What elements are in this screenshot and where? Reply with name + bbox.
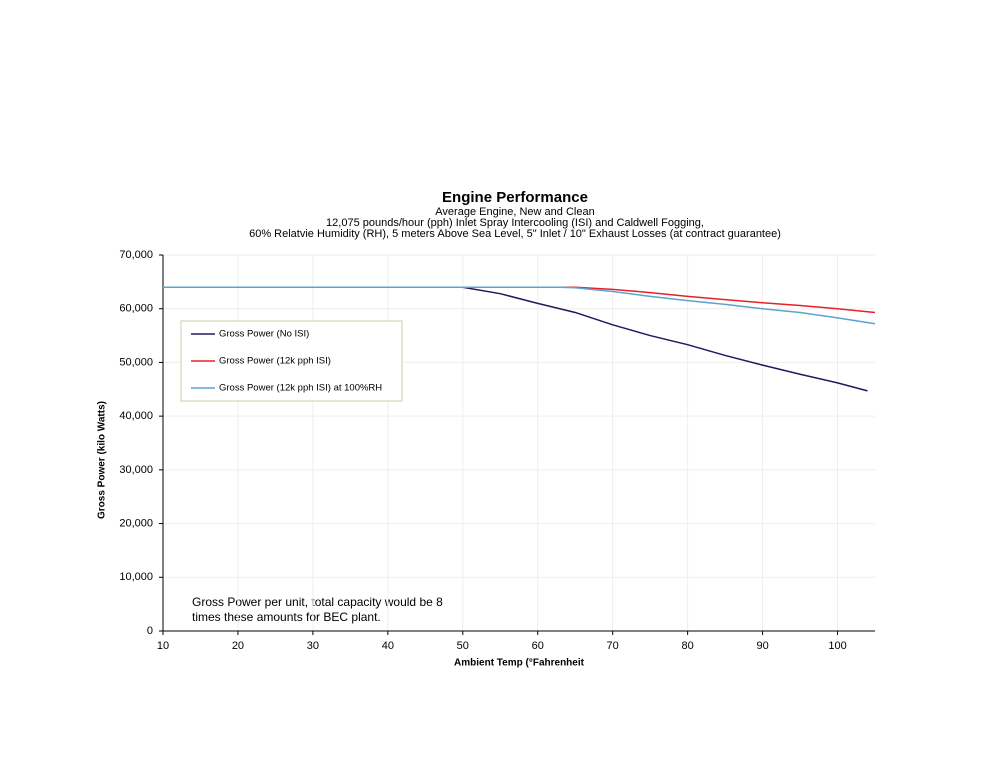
series-line xyxy=(163,286,868,392)
annotation: times these amounts for BEC plant. xyxy=(192,610,381,624)
chart-title: Engine Performance xyxy=(442,189,588,206)
y-tick-label: 0 xyxy=(147,625,153,637)
x-tick-label: 80 xyxy=(682,640,694,652)
y-axis-title: Gross Power (kilo Watts) xyxy=(97,401,108,519)
series-line xyxy=(163,286,876,314)
legend-label: Gross Power (No ISI) xyxy=(219,329,309,340)
legend-label: Gross Power (12k pph ISI) at 100%RH xyxy=(219,383,382,394)
x-tick-label: 100 xyxy=(828,640,846,652)
legend-box xyxy=(180,320,403,402)
x-tick-label: 70 xyxy=(607,640,619,652)
chart-subtitle: 60% Relatvie Humidity (RH), 5 meters Abo… xyxy=(249,228,781,240)
x-tick-label: 20 xyxy=(232,640,244,652)
x-tick-label: 30 xyxy=(307,640,319,652)
y-tick-label: 30,000 xyxy=(119,464,153,476)
y-tick-label: 20,000 xyxy=(119,517,153,529)
x-tick-label: 60 xyxy=(532,640,544,652)
y-tick-label: 50,000 xyxy=(119,356,153,368)
legend-label: Gross Power (12k pph ISI) xyxy=(219,356,331,367)
x-axis-title: Ambient Temp (°Fahrenheit xyxy=(454,658,585,669)
chart-subtitle: Average Engine, New and Clean xyxy=(435,206,594,218)
x-tick-label: 40 xyxy=(382,640,394,652)
x-tick-label: 10 xyxy=(157,640,169,652)
series-line xyxy=(163,286,876,325)
x-tick-label: 90 xyxy=(756,640,768,652)
chart-subtitle: 12,075 pounds/hour (pph) Inlet Spray Int… xyxy=(326,217,704,229)
y-tick-label: 70,000 xyxy=(119,249,153,261)
y-tick-label: 60,000 xyxy=(119,303,153,315)
y-tick-label: 10,000 xyxy=(119,571,153,583)
y-tick-label: 40,000 xyxy=(119,410,153,422)
x-tick-label: 50 xyxy=(457,640,469,652)
annotation: Gross Power per unit, total capacity wou… xyxy=(192,595,443,609)
